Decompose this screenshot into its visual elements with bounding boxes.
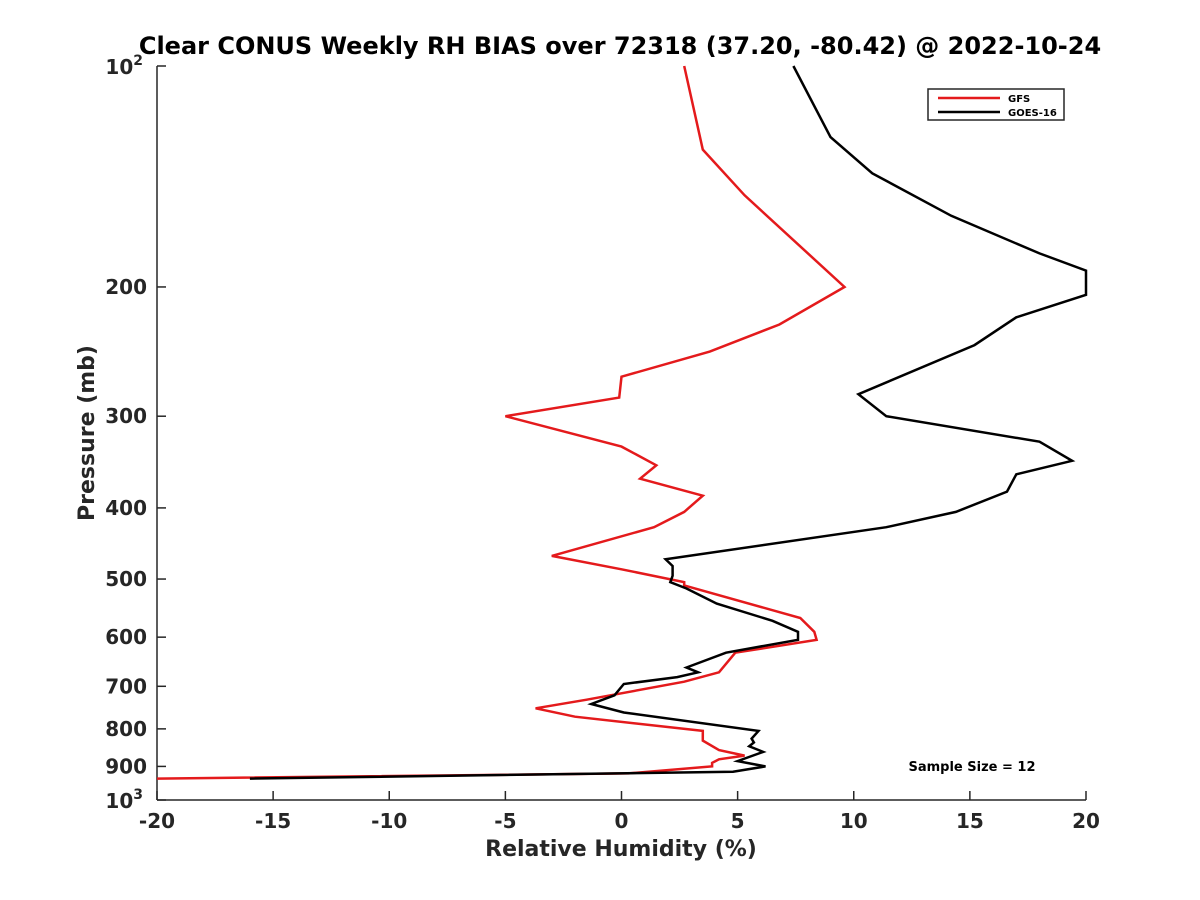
y-tick-label: 700 [105,674,147,698]
y-tick-label: 400 [105,496,147,520]
y-tick-label-power: 102 [105,53,143,79]
x-axis-label: Relative Humidity (%) [485,837,757,862]
y-tick-label: 600 [105,625,147,649]
legend: GFS GOES-16 [927,88,1065,121]
x-tick-label: -20 [139,809,175,833]
y-tick-label: 500 [105,567,147,591]
x-tick-label: 20 [1072,809,1100,833]
x-tick-label: 5 [731,809,745,833]
x-tick-label: 15 [956,809,984,833]
sample-size-annotation: Sample Size = 12 [908,760,1035,775]
y-tick-label-power: 103 [105,787,143,813]
x-tick-label: -5 [494,809,516,833]
series-line-goes-16 [249,65,1088,780]
x-tick-label: 10 [840,809,868,833]
series-line-gfs [156,65,847,780]
chart-title: Clear CONUS Weekly RH BIAS over 72318 (3… [139,32,1101,60]
y-tick-label: 800 [105,717,147,741]
x-tick-label: -15 [255,809,291,833]
y-axis-label: Pressure (mb) [75,345,100,521]
x-axis-ticks: -20 -15 -10 -5 0 5 10 15 20 [139,791,1100,833]
y-tick-label: 900 [105,754,147,778]
x-tick-label: 0 [615,809,629,833]
y-tick-label: 200 [105,275,147,299]
legend-box [927,88,1065,121]
y-axis-ticks: 200 300 400 500 600 700 800 900 102 103 [105,53,166,813]
legend-label: GFS [1008,94,1030,105]
y-tick-label: 300 [105,404,147,428]
x-tick-label: -10 [371,809,407,833]
legend-label: GOES-16 [1008,108,1057,119]
plot-area [156,66,1086,801]
series-layer [156,65,1088,780]
